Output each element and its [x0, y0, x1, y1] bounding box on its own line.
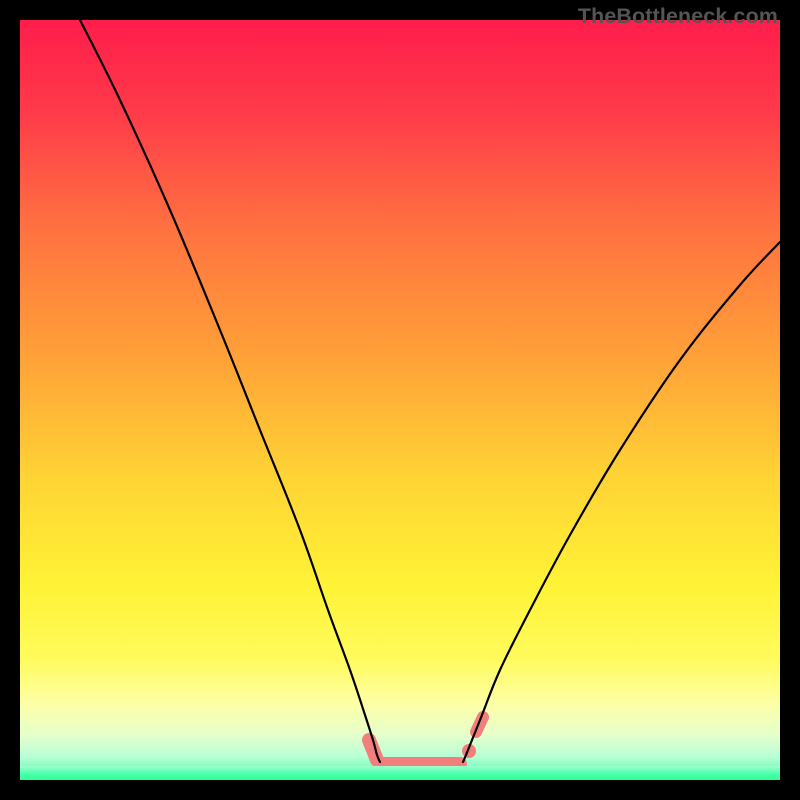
watermark-text: TheBottleneck.com — [578, 4, 778, 29]
outer-frame: TheBottleneck.com — [0, 0, 800, 800]
curve-right-branch — [463, 242, 780, 762]
plot-area — [20, 20, 780, 780]
bottleneck-curve — [20, 20, 780, 780]
green-band — [20, 766, 780, 780]
curve-left-branch — [80, 20, 380, 762]
